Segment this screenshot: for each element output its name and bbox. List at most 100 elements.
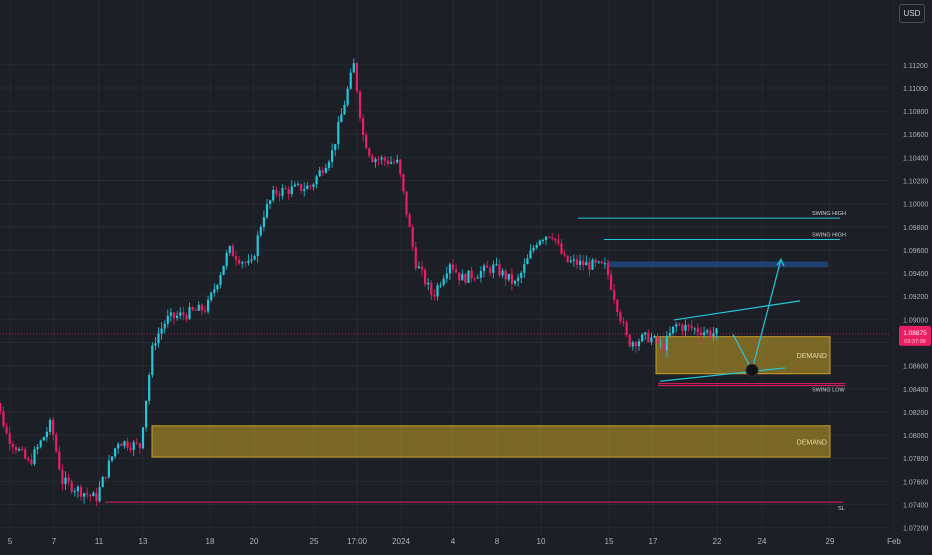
level-label: SWING LOW bbox=[812, 388, 846, 394]
candle-body bbox=[532, 247, 535, 251]
y-axis-tick-label: 1.08200 bbox=[903, 410, 928, 417]
candle-body bbox=[272, 190, 275, 201]
candle-body bbox=[52, 419, 55, 435]
candle-body bbox=[157, 333, 160, 344]
x-axis-tick-label: 11 bbox=[95, 537, 104, 546]
candle-body bbox=[55, 434, 58, 452]
candle-body bbox=[238, 259, 241, 264]
candle-body bbox=[507, 273, 510, 280]
candle-body bbox=[135, 442, 138, 444]
candle-body bbox=[600, 261, 603, 264]
candle-body bbox=[92, 492, 95, 497]
candle-body bbox=[411, 226, 414, 248]
x-axis-tick-label: 24 bbox=[758, 537, 767, 546]
candle-body bbox=[430, 282, 433, 295]
x-axis-tick-label: 15 bbox=[605, 537, 614, 546]
candle-body bbox=[414, 247, 417, 269]
candle-body bbox=[101, 476, 104, 488]
candle-body bbox=[315, 176, 318, 185]
candle-body bbox=[321, 170, 324, 173]
candle-body bbox=[393, 162, 396, 164]
candle-body bbox=[489, 267, 492, 273]
candle-body bbox=[11, 443, 14, 448]
candle-body bbox=[259, 226, 262, 236]
candle-body bbox=[331, 150, 334, 162]
candle-body bbox=[436, 285, 439, 297]
candle-body bbox=[346, 88, 349, 105]
candle-body bbox=[287, 189, 290, 195]
candle-body bbox=[79, 486, 83, 497]
current-price-value: 1.08875 bbox=[903, 330, 927, 337]
candle-body bbox=[123, 441, 126, 446]
candle-body bbox=[442, 278, 445, 285]
candle-body bbox=[169, 312, 172, 316]
candle-body bbox=[575, 259, 579, 265]
candle-body bbox=[424, 269, 427, 285]
y-axis-tick-label: 1.09600 bbox=[903, 248, 928, 255]
candle-body bbox=[83, 493, 86, 497]
candle-body bbox=[439, 284, 442, 286]
candle-body bbox=[141, 427, 145, 449]
candle-body bbox=[678, 324, 681, 326]
candle-body bbox=[703, 332, 706, 336]
candle-body bbox=[470, 270, 473, 279]
y-axis-tick-label: 1.08000 bbox=[903, 433, 928, 440]
candle-body bbox=[709, 330, 712, 337]
candle-body bbox=[36, 446, 39, 450]
demand-zone-label: DEMAND bbox=[797, 353, 827, 360]
candle-body bbox=[647, 332, 650, 343]
y-axis-tick-label: 1.08400 bbox=[903, 387, 928, 394]
y-axis-tick-label: 1.10600 bbox=[903, 132, 928, 139]
candle-body bbox=[61, 469, 64, 485]
candle-body bbox=[262, 217, 265, 227]
demand-zone-label: DEMAND bbox=[797, 439, 827, 446]
candle-body bbox=[179, 312, 182, 316]
candle-body bbox=[557, 240, 560, 244]
candle-body bbox=[126, 441, 129, 448]
candle-body bbox=[163, 323, 166, 329]
candle-body bbox=[21, 448, 24, 450]
candle-body bbox=[14, 447, 17, 451]
candle-body bbox=[176, 315, 179, 318]
candle-body bbox=[2, 411, 5, 427]
y-axis-tick-label: 1.10000 bbox=[903, 202, 928, 209]
candle-body bbox=[579, 260, 582, 265]
candle-body bbox=[337, 122, 340, 145]
candle-body bbox=[659, 343, 662, 345]
candle-body bbox=[185, 315, 188, 319]
candle-body bbox=[675, 324, 678, 327]
candle-body bbox=[216, 284, 219, 290]
candle-body bbox=[284, 188, 287, 190]
candle-body bbox=[613, 289, 616, 300]
candle-body bbox=[312, 184, 315, 187]
candle-body bbox=[67, 477, 70, 482]
candle-body bbox=[572, 259, 575, 261]
candle-body bbox=[42, 437, 45, 441]
candle-body bbox=[324, 167, 327, 173]
candle-body bbox=[504, 270, 507, 280]
candle-body bbox=[538, 240, 541, 245]
candle-body bbox=[300, 183, 303, 191]
candle-body bbox=[396, 159, 399, 163]
level-label: SWING HIGH bbox=[812, 233, 846, 239]
candle-body bbox=[117, 444, 120, 449]
candle-body bbox=[653, 336, 656, 338]
y-axis-tick-label: 1.10400 bbox=[903, 155, 928, 162]
candle-body bbox=[188, 307, 191, 319]
candle-body bbox=[665, 335, 668, 351]
candle-body bbox=[213, 289, 216, 293]
candle-body bbox=[368, 148, 371, 156]
candle-body bbox=[458, 272, 461, 281]
candle-body bbox=[656, 336, 659, 344]
y-axis-tick-label: 1.08600 bbox=[903, 364, 928, 371]
candle-body bbox=[631, 342, 634, 347]
y-axis-tick-label: 1.09000 bbox=[903, 317, 928, 324]
currency-selector-button[interactable]: USD bbox=[899, 4, 925, 23]
candle-body bbox=[405, 191, 408, 215]
x-axis-tick-label: 29 bbox=[826, 537, 835, 546]
candle-body bbox=[672, 326, 675, 334]
x-axis-tick-label: 5 bbox=[8, 537, 13, 546]
candle-body bbox=[445, 273, 448, 279]
